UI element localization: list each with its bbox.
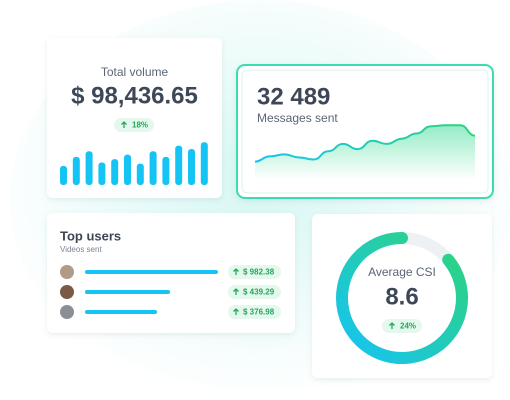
label: Average CSI [368, 265, 436, 279]
arrow-icon [233, 308, 239, 315]
arrow-icon [121, 121, 127, 128]
bar [136, 163, 144, 185]
bar [98, 162, 106, 185]
subtitle: Videos sent [60, 245, 102, 254]
bar [85, 151, 93, 185]
title: Top users [60, 228, 121, 243]
bar [124, 154, 131, 185]
users-card: Top users Videos sent $ 982.38 $ 439.29 $ … [47, 213, 295, 333]
user-bar [85, 290, 170, 294]
avatar [60, 285, 74, 299]
bar [72, 156, 80, 185]
bar [60, 165, 67, 185]
line [254, 124, 476, 163]
ring-value [336, 232, 468, 364]
amount: $ 439.29 [243, 288, 275, 297]
csi-value: 8.6 [385, 283, 418, 310]
amount: $ 982.38 [243, 268, 275, 277]
bar [162, 156, 170, 185]
badge [228, 265, 281, 279]
bar [111, 159, 119, 185]
arrow-icon [233, 268, 239, 275]
amount: $ 98,436.65 [71, 82, 198, 109]
bar [188, 149, 195, 185]
arrow-icon [389, 322, 395, 329]
bar [175, 145, 183, 185]
volume-card: Total volume $ 98,436.65 18% [47, 38, 222, 198]
badge [228, 305, 281, 319]
change: 18% [132, 121, 148, 130]
messages-card: 32 489 Messages sent [236, 64, 494, 199]
user-bar [85, 310, 157, 314]
bar [200, 142, 208, 185]
avatar [60, 305, 74, 319]
badge [228, 285, 281, 299]
bar [149, 151, 157, 185]
amount: 32 489 [257, 83, 330, 110]
arrow-icon [233, 288, 239, 295]
line-area [255, 125, 475, 180]
card-inner [241, 69, 489, 194]
label: Total volume [101, 65, 169, 79]
csi-card: Average CSI 24% 8.6 [312, 214, 492, 378]
avatar [60, 265, 74, 279]
change: 24% [400, 322, 416, 331]
label: Messages sent [257, 111, 338, 125]
user-bar [85, 270, 218, 274]
amount: $ 376.98 [243, 308, 275, 317]
